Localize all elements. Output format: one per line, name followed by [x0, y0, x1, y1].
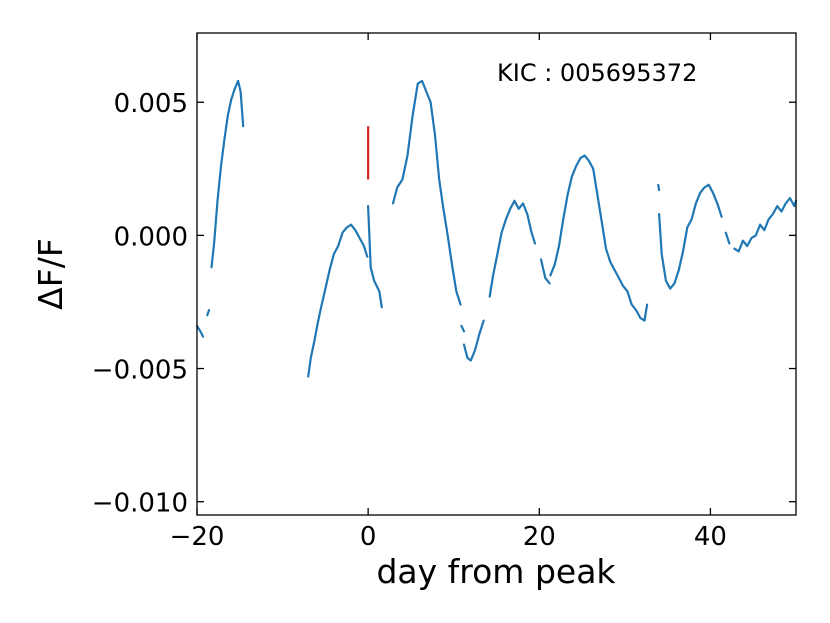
series-0-segment-2 [210, 79, 245, 269]
y-axis-label: ΔF/F [31, 238, 70, 310]
x-tick-label: 40 [694, 522, 727, 552]
x-tick-label: 20 [523, 522, 556, 552]
plot-frame [196, 32, 797, 516]
x-tick-label: 0 [360, 522, 377, 552]
series-0-segment-9 [539, 258, 551, 285]
series-0-segment-5 [391, 79, 462, 306]
series-0-segment-0 [195, 324, 205, 338]
series-0-segment-8 [488, 199, 537, 298]
y-tick-label: −0.005 [92, 356, 188, 386]
series-0-segment-7 [462, 319, 485, 362]
series-0-segment-11 [657, 183, 661, 192]
x-axis-label: day from peak [376, 552, 616, 591]
series-0-segment-4 [367, 205, 383, 309]
y-tick-label: 0.005 [114, 89, 188, 119]
series-0-segment-6 [460, 324, 466, 333]
series-0-segment-13 [724, 231, 731, 245]
series-0-segment-14 [733, 197, 798, 253]
series-0-segment-3 [307, 223, 369, 378]
y-tick-label: −0.010 [92, 489, 188, 519]
series-0-segment-12 [657, 183, 723, 290]
series-0-segment-1 [206, 308, 211, 317]
x-tick-label: −20 [170, 522, 225, 552]
y-tick-label: 0.000 [114, 222, 188, 252]
kic-annotation: KIC : 005695372 [497, 59, 697, 87]
series-0-segment-10 [549, 154, 649, 322]
